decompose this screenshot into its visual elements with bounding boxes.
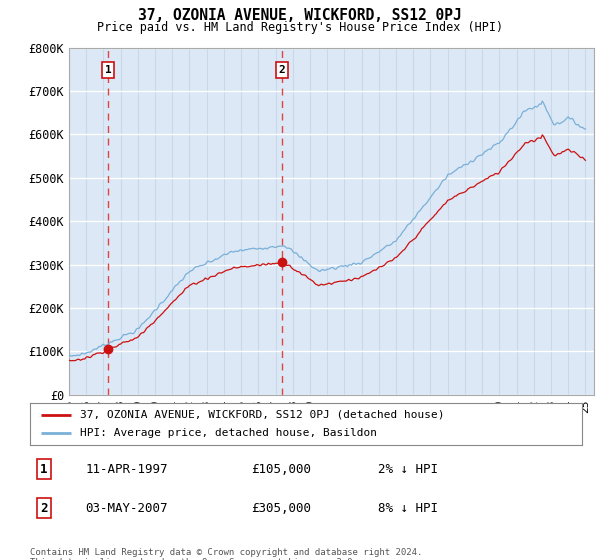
Text: Price paid vs. HM Land Registry's House Price Index (HPI): Price paid vs. HM Land Registry's House … [97, 21, 503, 34]
Text: 2: 2 [278, 65, 286, 75]
Text: 2% ↓ HPI: 2% ↓ HPI [378, 463, 438, 476]
Text: HPI: Average price, detached house, Basildon: HPI: Average price, detached house, Basi… [80, 428, 377, 438]
Text: 37, OZONIA AVENUE, WICKFORD, SS12 0PJ: 37, OZONIA AVENUE, WICKFORD, SS12 0PJ [138, 8, 462, 24]
Text: Contains HM Land Registry data © Crown copyright and database right 2024.
This d: Contains HM Land Registry data © Crown c… [30, 548, 422, 560]
Text: 37, OZONIA AVENUE, WICKFORD, SS12 0PJ (detached house): 37, OZONIA AVENUE, WICKFORD, SS12 0PJ (d… [80, 410, 444, 420]
Text: 11-APR-1997: 11-APR-1997 [85, 463, 168, 476]
Text: 1: 1 [40, 463, 47, 476]
Text: £105,000: £105,000 [251, 463, 311, 476]
Text: 8% ↓ HPI: 8% ↓ HPI [378, 502, 438, 515]
Text: £305,000: £305,000 [251, 502, 311, 515]
Text: 1: 1 [105, 65, 112, 75]
Text: 03-MAY-2007: 03-MAY-2007 [85, 502, 168, 515]
Text: 2: 2 [40, 502, 47, 515]
